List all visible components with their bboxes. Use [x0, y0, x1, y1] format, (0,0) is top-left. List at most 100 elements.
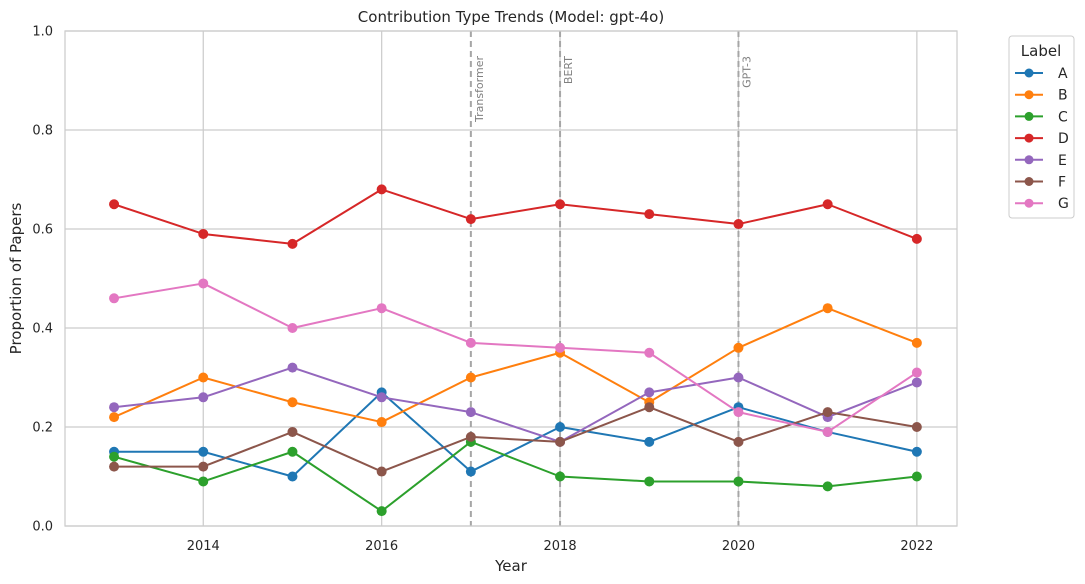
legend-swatch-marker — [1024, 177, 1034, 186]
series-F — [109, 402, 922, 477]
data-point — [644, 476, 655, 487]
data-point — [198, 392, 209, 403]
data-point — [555, 422, 566, 432]
series-line — [113, 282, 918, 433]
y-tick-label: 0.0 — [32, 520, 53, 535]
data-point — [822, 199, 833, 210]
series-line — [114, 391, 918, 478]
data-point — [822, 481, 833, 492]
y-tick-label: 0.6 — [32, 223, 53, 238]
data-point — [287, 238, 298, 249]
data-point — [465, 407, 476, 418]
legend-item: A — [1015, 66, 1068, 82]
legend-item: F — [1015, 175, 1066, 191]
data-point — [555, 436, 566, 447]
series-line — [113, 366, 918, 443]
data-point — [109, 402, 120, 413]
data-point — [376, 392, 387, 403]
series-lines — [109, 184, 922, 517]
data-point — [911, 377, 922, 388]
legend-swatch-marker — [1024, 90, 1034, 100]
legend-label: C — [1058, 109, 1068, 125]
data-point — [911, 337, 922, 348]
data-point — [733, 436, 744, 447]
data-point — [109, 451, 120, 462]
data-point — [198, 278, 209, 289]
data-point — [911, 233, 922, 244]
data-point — [287, 471, 298, 482]
series-line — [113, 307, 918, 424]
data-point — [376, 506, 387, 517]
x-tick-label: 2014 — [187, 539, 220, 554]
legend-label: B — [1058, 88, 1068, 104]
data-point — [198, 372, 209, 383]
data-point — [822, 407, 833, 418]
data-point — [109, 412, 120, 423]
event-label: GPT-3 — [740, 56, 753, 88]
data-point — [822, 303, 833, 314]
legend-item: E — [1015, 153, 1067, 169]
legend-swatch-marker — [1024, 111, 1034, 121]
x-axis-label: Year — [494, 557, 528, 575]
legend-frame — [1008, 35, 1075, 219]
legend-title: Label — [1021, 42, 1061, 60]
data-point — [644, 209, 655, 220]
data-point — [911, 446, 922, 457]
legend-label: D — [1058, 131, 1069, 147]
legend-swatch-marker — [1024, 68, 1034, 78]
data-point — [287, 323, 298, 333]
legend-label: G — [1058, 196, 1069, 212]
plot-frame — [64, 30, 958, 527]
data-point — [198, 476, 209, 487]
series-line — [113, 440, 917, 513]
data-point — [287, 426, 298, 437]
x-tick-label: 2016 — [365, 539, 398, 554]
y-tick-label: 0.2 — [32, 421, 53, 436]
data-point — [465, 337, 476, 348]
legend-label: E — [1058, 153, 1067, 169]
data-point — [109, 461, 120, 472]
data-point — [822, 426, 833, 437]
series-line — [113, 188, 918, 245]
data-point — [198, 446, 209, 457]
data-point — [644, 436, 655, 447]
legend-swatch-marker — [1024, 198, 1034, 208]
data-point — [555, 199, 566, 210]
data-point — [733, 372, 744, 383]
data-point — [911, 422, 922, 432]
y-tick-label: 0.4 — [32, 322, 53, 337]
data-point — [465, 431, 476, 442]
y-axis-label: Proportion of Papers — [7, 202, 25, 354]
event-label: BERT — [562, 56, 575, 84]
data-point — [555, 342, 566, 353]
axis-ticks: 2014 2016 2018 2020 2022 0.0 0.2 0.4 0.6 0.8 1.0 — [32, 25, 933, 555]
x-tick-label: 2022 — [900, 539, 933, 554]
legend-swatch-marker — [1024, 133, 1034, 143]
data-point — [911, 471, 922, 482]
data-point — [198, 228, 209, 239]
data-point — [644, 347, 655, 358]
data-point — [733, 407, 744, 418]
data-point — [465, 466, 476, 477]
legend-item: C — [1015, 109, 1068, 125]
data-point — [733, 342, 744, 353]
legend-item: D — [1015, 131, 1069, 147]
x-tick-label: 2020 — [722, 539, 755, 554]
series-A — [109, 387, 922, 482]
data-point — [109, 293, 120, 304]
data-point — [465, 372, 476, 383]
data-point — [555, 471, 566, 482]
data-point — [198, 461, 209, 472]
legend-swatch-marker — [1024, 155, 1034, 165]
chart-title: Contribution Type Trends (Model: gpt-4o) — [358, 8, 664, 26]
series-G — [109, 278, 922, 437]
data-point — [911, 367, 922, 378]
data-point — [465, 214, 476, 225]
legend-label: F — [1058, 175, 1066, 191]
data-point — [733, 476, 744, 487]
y-tick-label: 0.8 — [32, 124, 53, 139]
series-line — [114, 406, 918, 473]
